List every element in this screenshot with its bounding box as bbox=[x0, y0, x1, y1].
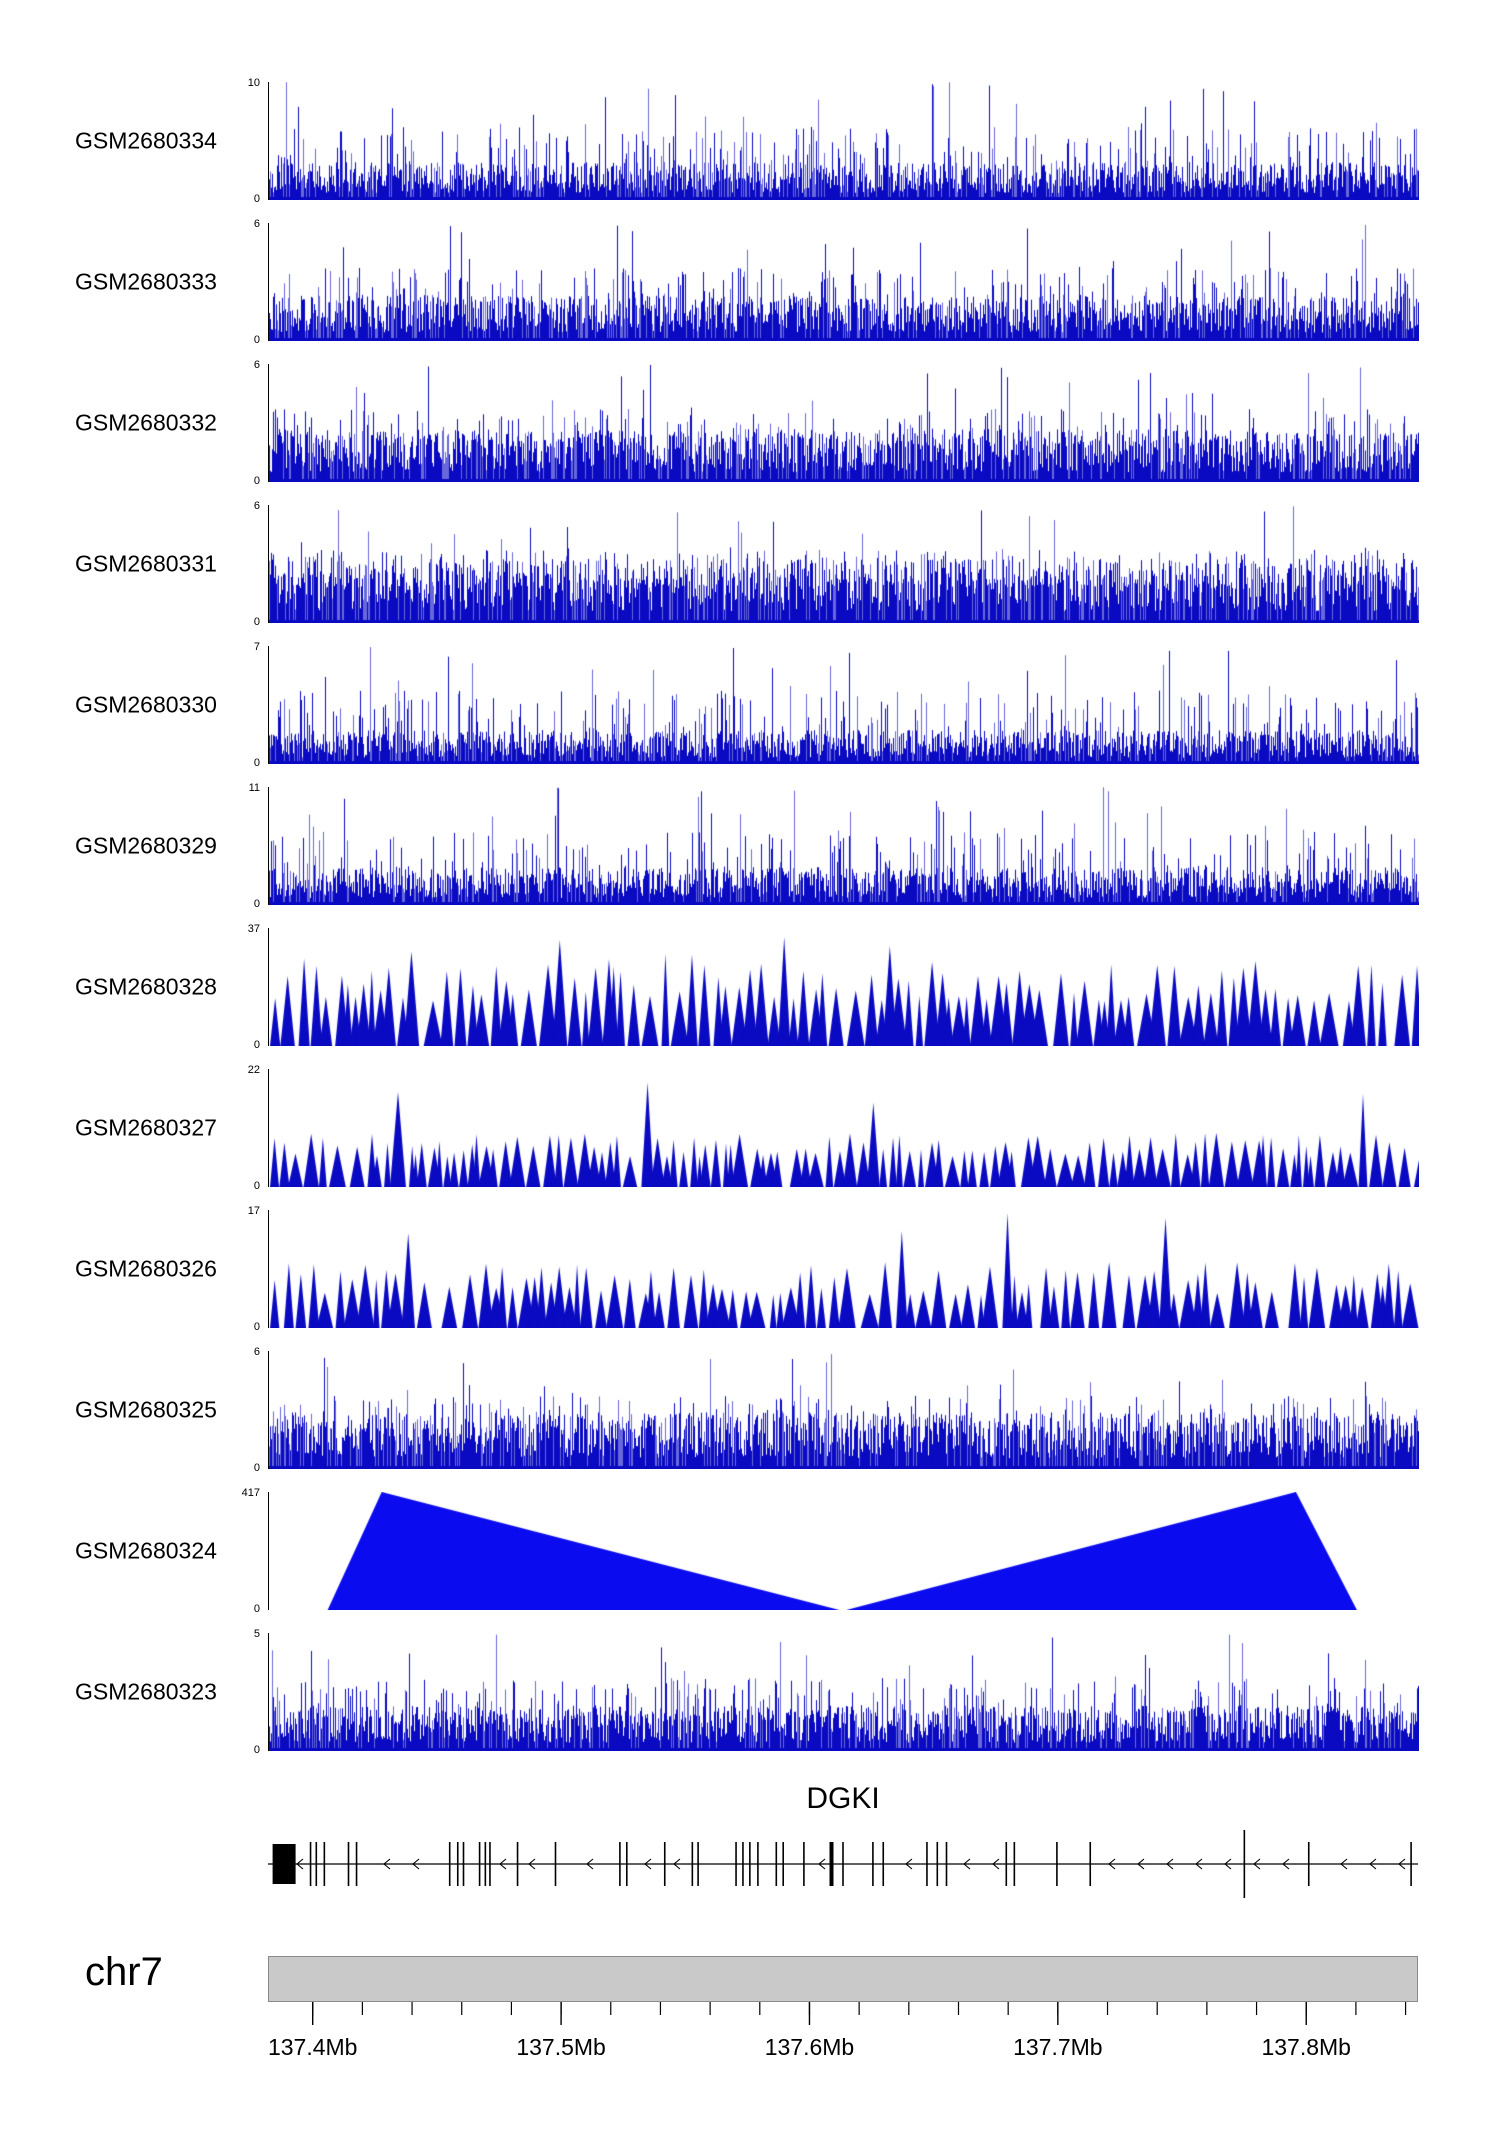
track-ymin-label: 0 bbox=[253, 1603, 260, 1615]
axis-tick-label: 137.5Mb bbox=[516, 2034, 606, 2060]
axis-labels: 137.4Mb 137.5Mb 137.6Mb 137.7Mb 137.8Mb bbox=[0, 2034, 1500, 2064]
track-y-axis bbox=[268, 1210, 269, 1328]
coverage-track-GSM2680329: GSM2680329 11 0 bbox=[0, 782, 1500, 910]
track-ymax-label: 17 bbox=[247, 1205, 260, 1217]
track-ymin-label: 0 bbox=[253, 898, 260, 910]
coverage-plot bbox=[269, 1633, 1419, 1751]
track-ymax-label: 11 bbox=[248, 782, 260, 794]
track-sample-label: GSM2680330 bbox=[75, 691, 217, 718]
coverage-track-GSM2680331: GSM2680331 6 0 bbox=[0, 500, 1500, 628]
axis-tick-label: 137.7Mb bbox=[1013, 2034, 1103, 2060]
coverage-plot bbox=[269, 1069, 1419, 1187]
coverage-plot bbox=[269, 646, 1419, 764]
coverage-plot bbox=[269, 505, 1419, 623]
coverage-plot bbox=[269, 223, 1419, 341]
track-y-axis bbox=[268, 646, 269, 764]
track-ymin-label: 0 bbox=[253, 616, 260, 628]
track-ymin-label: 0 bbox=[253, 1180, 260, 1192]
track-ymin-label: 0 bbox=[253, 757, 260, 769]
track-y-axis bbox=[268, 928, 269, 1046]
coverage-track-GSM2680328: GSM2680328 37 0 bbox=[0, 923, 1500, 1051]
coverage-track-GSM2680330: GSM2680330 7 0 bbox=[0, 641, 1500, 769]
track-y-axis bbox=[268, 223, 269, 341]
track-sample-label: GSM2680333 bbox=[75, 268, 217, 295]
track-ymax-label: 7 bbox=[253, 641, 260, 653]
coverage-plot bbox=[269, 364, 1419, 482]
track-sample-label: GSM2680334 bbox=[75, 127, 217, 154]
track-y-axis bbox=[268, 787, 269, 905]
axis-tick-label: 137.8Mb bbox=[1261, 2034, 1351, 2060]
axis-tick-label: 137.6Mb bbox=[764, 2034, 855, 2060]
track-sample-label: GSM2680324 bbox=[75, 1537, 217, 1564]
track-ymin-label: 0 bbox=[253, 475, 260, 487]
track-y-axis bbox=[268, 364, 269, 482]
track-ymin-label: 0 bbox=[253, 1462, 260, 1474]
track-sample-label: GSM2680332 bbox=[75, 409, 217, 436]
track-ymax-label: 22 bbox=[247, 1064, 260, 1076]
track-y-axis bbox=[268, 505, 269, 623]
track-sample-label: GSM2680326 bbox=[75, 1255, 217, 1282]
coverage-plot bbox=[269, 928, 1419, 1046]
coverage-track-GSM2680332: GSM2680332 6 0 bbox=[0, 359, 1500, 487]
gene-model-track bbox=[268, 1822, 1418, 1906]
track-sample-label: GSM2680329 bbox=[75, 832, 217, 859]
gene-title: DGKI bbox=[806, 1782, 880, 1815]
track-ymax-label: 37 bbox=[247, 923, 260, 935]
coverage-track-GSM2680324: GSM2680324 417 0 bbox=[0, 1487, 1500, 1615]
track-ymin-label: 0 bbox=[253, 334, 260, 346]
coverage-track-GSM2680323: GSM2680323 5 0 bbox=[0, 1628, 1500, 1756]
gene-model bbox=[268, 1830, 1418, 1898]
coverage-plot bbox=[269, 1210, 1419, 1328]
coverage-track-GSM2680326: GSM2680326 17 0 bbox=[0, 1205, 1500, 1333]
track-ymin-label: 0 bbox=[253, 1321, 260, 1333]
track-ymax-label: 6 bbox=[253, 218, 260, 230]
track-ymin-label: 0 bbox=[253, 1744, 260, 1756]
chromosome-ideogram bbox=[268, 1956, 1418, 2002]
track-ymax-label: 417 bbox=[241, 1487, 260, 1499]
track-sample-label: GSM2680331 bbox=[75, 550, 217, 577]
track-y-axis bbox=[268, 1492, 269, 1610]
track-ymax-label: 10 bbox=[247, 77, 260, 89]
coverage-track-GSM2680333: GSM2680333 6 0 bbox=[0, 218, 1500, 346]
track-y-axis bbox=[268, 82, 269, 200]
track-ymin-label: 0 bbox=[253, 1039, 260, 1051]
track-ymax-label: 5 bbox=[253, 1628, 260, 1640]
track-sample-label: GSM2680328 bbox=[75, 973, 217, 1000]
coverage-plot bbox=[269, 82, 1419, 200]
coverage-track-GSM2680325: GSM2680325 6 0 bbox=[0, 1346, 1500, 1474]
track-ymin-label: 0 bbox=[253, 193, 260, 205]
coverage-plot bbox=[269, 1492, 1419, 1610]
coverage-plot bbox=[269, 1351, 1419, 1469]
track-y-axis bbox=[268, 1633, 269, 1751]
track-y-axis bbox=[268, 1351, 269, 1469]
axis-tick-label: 137.4Mb bbox=[267, 2034, 358, 2060]
coverage-track-GSM2680334: GSM2680334 10 0 bbox=[0, 77, 1500, 205]
track-ymax-label: 6 bbox=[253, 500, 260, 512]
track-sample-label: GSM2680325 bbox=[75, 1396, 217, 1423]
track-ymax-label: 6 bbox=[253, 359, 260, 371]
track-sample-label: GSM2680327 bbox=[75, 1114, 217, 1141]
coverage-plot bbox=[269, 787, 1419, 905]
track-ymax-label: 6 bbox=[253, 1346, 260, 1358]
coverage-track-GSM2680327: GSM2680327 22 0 bbox=[0, 1064, 1500, 1192]
chromosome-label: chr7 bbox=[85, 1950, 163, 1994]
track-y-axis bbox=[268, 1069, 269, 1187]
track-sample-label: GSM2680323 bbox=[75, 1678, 217, 1705]
genomic-axis-ticks bbox=[312, 2002, 1407, 2025]
